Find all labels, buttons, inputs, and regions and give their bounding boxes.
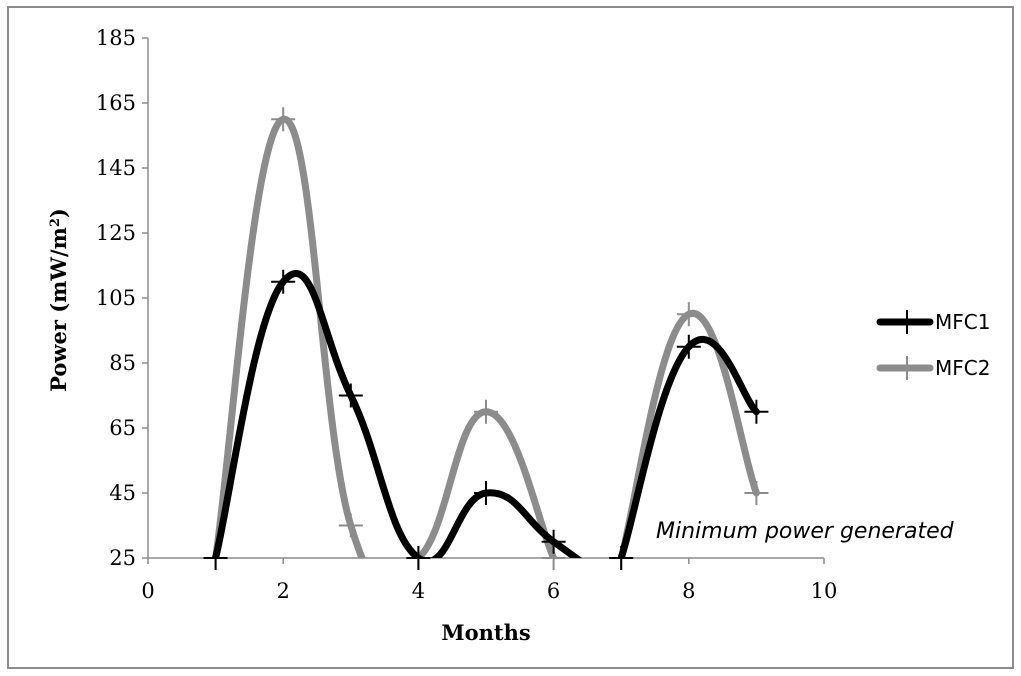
data-point-mfc2 xyxy=(474,399,498,424)
y-axis-ticks: 25 45 65 85 105 125 145 165 185 xyxy=(96,26,148,570)
annotation-minimum-power: Minimum power generated xyxy=(656,519,955,544)
data-point-mfc2 xyxy=(338,513,363,538)
y-tick-label: 45 xyxy=(109,481,136,505)
legend-label-mfc2: MFC2 xyxy=(935,356,990,380)
data-point-mfc1 xyxy=(744,399,769,424)
data-point-mfc1 xyxy=(541,529,566,554)
data-point-mfc2 xyxy=(676,302,701,327)
data-point-mfc1 xyxy=(676,334,701,359)
data-point-mfc1 xyxy=(203,546,228,570)
data-point-mfc2 xyxy=(271,107,296,132)
legend-marker-mfc1 xyxy=(895,310,919,334)
series-line-mfc1 xyxy=(212,270,583,558)
legend-label-mfc1: MFC1 xyxy=(935,310,990,334)
legend-marker-mfc2 xyxy=(895,356,919,380)
data-point-mfc1 xyxy=(338,383,363,408)
y-tick-label: 105 xyxy=(96,286,136,310)
data-point-mfc1 xyxy=(406,546,431,570)
y-tick-label: 185 xyxy=(96,26,136,50)
x-tick-label: 8 xyxy=(682,579,695,603)
y-tick-label: 125 xyxy=(96,221,136,245)
data-point-mfc1 xyxy=(474,481,498,505)
series-line-mfc1 xyxy=(617,335,760,558)
y-axis-title: Power (mW/m2) xyxy=(46,208,71,392)
legend-entry-mfc1: MFC1 xyxy=(876,310,990,334)
legend: MFC1 MFC2 xyxy=(876,310,990,380)
series-line-mfc2 xyxy=(212,115,558,558)
markers-layer xyxy=(203,107,769,570)
x-tick-label: 0 xyxy=(141,579,154,603)
x-tick-label: 2 xyxy=(277,579,290,603)
x-tick-label: 4 xyxy=(412,579,425,603)
legend-entry-mfc2: MFC2 xyxy=(876,356,990,380)
x-tick-label: 10 xyxy=(811,579,838,603)
y-tick-label: 145 xyxy=(96,156,136,180)
y-axis-title-close: ) xyxy=(46,208,71,218)
x-axis-title: Months xyxy=(441,620,530,645)
axes xyxy=(147,38,824,559)
y-axis-title-main: Power (mW/m xyxy=(46,227,71,392)
data-point-mfc1 xyxy=(609,546,634,570)
y-tick-label: 165 xyxy=(96,91,136,115)
y-tick-label: 25 xyxy=(109,546,136,570)
y-axis-title-sup: 2 xyxy=(48,218,63,227)
y-tick-label: 65 xyxy=(109,416,136,440)
x-axis-ticks: 0 2 4 6 8 10 xyxy=(141,558,837,603)
x-tick-label: 6 xyxy=(547,579,560,603)
data-point-mfc1 xyxy=(271,269,296,294)
data-point-mfc2 xyxy=(744,481,769,505)
y-tick-label: 85 xyxy=(109,351,136,375)
